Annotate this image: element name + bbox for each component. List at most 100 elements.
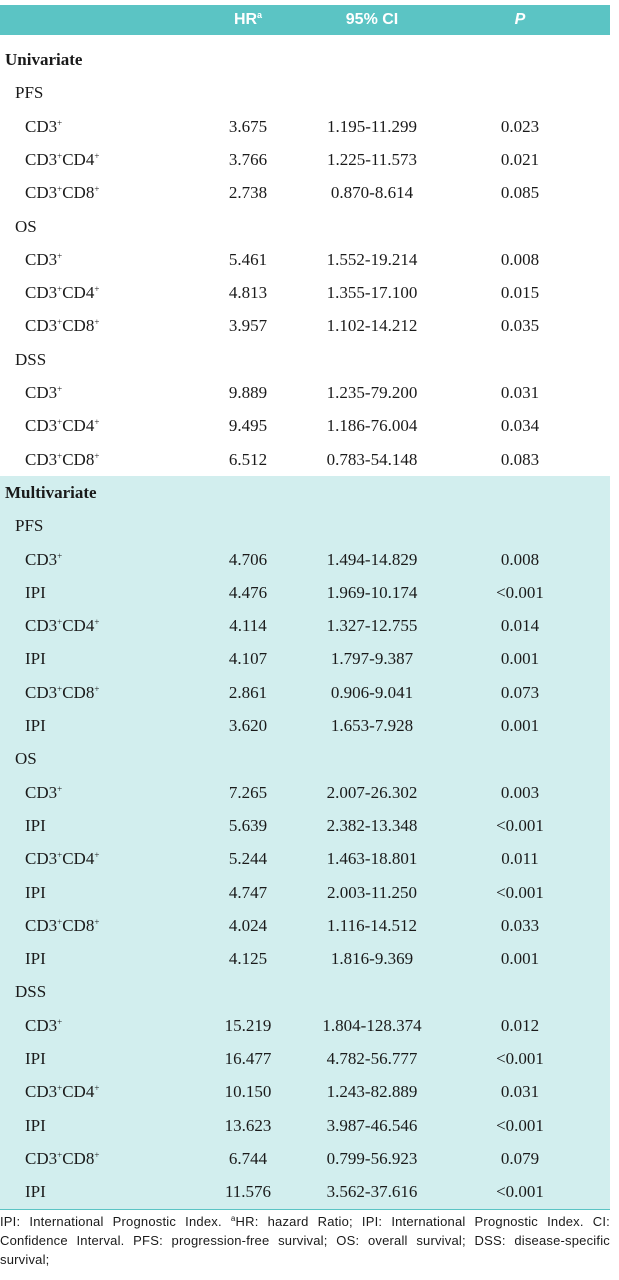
cell-value: 0.799-56.923 (326, 1148, 418, 1168)
cell-value: 3.957 (228, 316, 268, 336)
cell-value: 4.107 (228, 649, 268, 669)
cell-value: 11.576 (224, 1182, 272, 1202)
cell-value: 0.021 (500, 149, 540, 169)
row-label: IPI (25, 949, 46, 969)
cell-value: 1.195-11.299 (326, 116, 418, 136)
cell-value: 0.083 (500, 449, 540, 469)
cell-value: 4.476 (228, 582, 268, 602)
cell-value: 0.870-8.614 (330, 183, 414, 203)
column-header: 95% CI (345, 11, 399, 28)
footnote: IPI: International Prognostic Index. aHR… (0, 1212, 610, 1269)
cell-value: 2.861 (228, 682, 268, 702)
cell-value: 0.003 (500, 782, 540, 802)
cell-value: 0.031 (500, 1082, 540, 1102)
cell-value: 5.461 (228, 249, 268, 269)
header-bar (0, 5, 610, 35)
cell-value: 3.987-46.546 (326, 1115, 418, 1135)
row-label: IPI (25, 582, 46, 602)
section-title: Multivariate (5, 482, 97, 502)
cell-value: 3.562-37.616 (326, 1182, 418, 1202)
row-label: CD3+CD8+ (25, 1148, 100, 1168)
row-label: CD3+CD8+ (25, 449, 100, 469)
row-label: CD3+ (25, 249, 63, 269)
cell-value: 3.620 (228, 716, 268, 735)
cell-value: 1.969-10.174 (326, 582, 418, 602)
cell-value: 1.494-14.829 (326, 549, 418, 569)
cell-value: 4.813 (228, 283, 268, 303)
row-label: CD3+ (25, 383, 63, 402)
cell-value: <0.001 (496, 882, 544, 902)
column-header: P (514, 11, 526, 28)
row-label: IPI (25, 1049, 46, 1068)
cell-value: 1.243-82.889 (326, 1082, 418, 1102)
cell-value: 1.225-11.573 (326, 149, 418, 169)
cell-value: 0.023 (500, 116, 540, 136)
group-label: PFS (15, 83, 44, 103)
cell-value: 0.033 (500, 915, 540, 935)
cell-value: 0.034 (500, 416, 540, 436)
row-label: CD3+CD4+ (25, 1082, 100, 1102)
row-label: CD3+ (25, 1015, 63, 1035)
cell-value: 7.265 (228, 782, 268, 802)
cell-value: 16.477 (224, 1049, 272, 1068)
footnote-text: HR: hazard Ratio; IPI: International Pro… (0, 1214, 610, 1267)
cell-value: 0.001 (500, 949, 540, 969)
row-label: CD3+CD8+ (25, 183, 100, 203)
cell-value: 6.744 (228, 1148, 268, 1168)
cell-value: 1.235-79.200 (326, 383, 418, 402)
footnote-sup: a (230, 1214, 236, 1223)
row-label: IPI (25, 716, 46, 735)
row-label: CD3+CD8+ (25, 915, 100, 935)
cell-value: 1.355-17.100 (326, 283, 418, 303)
cell-value: 4.114 (229, 616, 267, 636)
cell-value: 0.031 (500, 383, 540, 402)
cell-value: 1.797-9.387 (330, 649, 414, 669)
cell-value: 2.382-13.348 (326, 815, 418, 835)
row-label: CD3+ (25, 782, 63, 802)
row-label: CD3+CD4+ (25, 149, 100, 169)
cell-value: 0.011 (501, 849, 539, 869)
cell-value: 0.001 (500, 716, 540, 735)
cell-value: 1.552-19.214 (326, 249, 418, 269)
cell-value: 4.706 (228, 549, 268, 569)
section-title: Univariate (5, 50, 83, 69)
row-label: CD3+CD4+ (25, 849, 100, 869)
row-label: CD3+CD8+ (25, 682, 100, 702)
group-label: PFS (15, 516, 44, 536)
cell-value: 3.675 (228, 116, 268, 136)
row-label: IPI (25, 1182, 46, 1202)
row-label: IPI (25, 882, 46, 902)
row-label: CD3+CD8+ (25, 316, 100, 336)
row-label: CD3+ (25, 549, 63, 569)
cell-value: 4.024 (228, 915, 268, 935)
cell-value: 0.001 (500, 649, 540, 669)
cell-value: <0.001 (496, 815, 544, 835)
cell-value: 2.007-26.302 (326, 782, 418, 802)
cell-value: 0.906-9.041 (330, 682, 414, 702)
cell-value: 2.738 (228, 183, 268, 203)
cell-value: 0.014 (500, 616, 540, 636)
cell-value: 2.003-11.250 (326, 882, 418, 902)
footer-rule (0, 1209, 610, 1210)
row-label: CD3+CD4+ (25, 616, 100, 636)
group-label: DSS (15, 982, 47, 1002)
cell-value: 1.116-14.512 (326, 915, 418, 935)
row-label: CD3+ (25, 116, 63, 136)
row-label: IPI (25, 649, 46, 669)
row-label: IPI (25, 1115, 46, 1135)
cell-value: 0.035 (500, 316, 540, 336)
cell-value: <0.001 (496, 1182, 544, 1202)
cell-value: 3.766 (228, 149, 268, 169)
cell-value: 4.782-56.777 (326, 1049, 418, 1068)
cell-value: 0.015 (500, 283, 540, 303)
cell-value: 0.012 (500, 1015, 540, 1035)
row-label: CD3+CD4+ (25, 283, 100, 303)
multivariate-background (0, 475, 610, 1209)
cell-value: <0.001 (496, 1049, 544, 1068)
row-label: IPI (25, 815, 46, 835)
cell-value: 4.125 (228, 949, 268, 969)
cell-value: 9.495 (228, 416, 268, 436)
cell-value: 0.079 (500, 1148, 540, 1168)
cell-value: 10.150 (224, 1082, 272, 1102)
cell-value: 1.327-12.755 (326, 616, 418, 636)
